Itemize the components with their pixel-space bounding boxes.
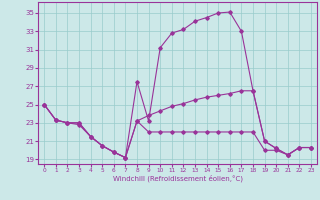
X-axis label: Windchill (Refroidissement éolien,°C): Windchill (Refroidissement éolien,°C)	[113, 175, 243, 182]
